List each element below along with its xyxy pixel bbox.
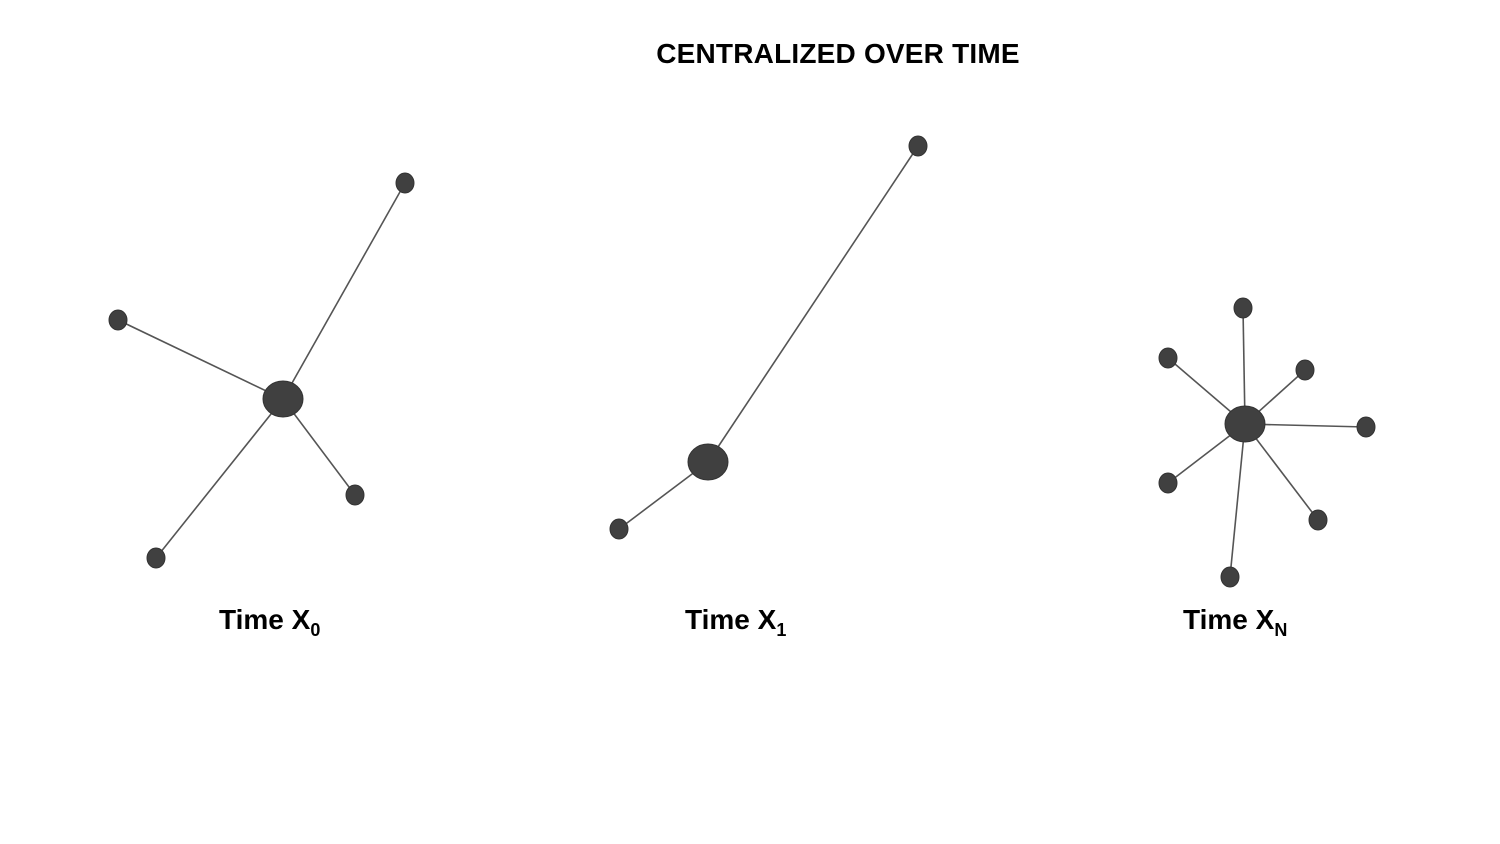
peripheral-node <box>1220 566 1240 588</box>
caption-subscript: N <box>1274 620 1288 640</box>
edge <box>1242 307 1246 425</box>
caption-time-x1: Time X1 <box>685 604 786 639</box>
peripheral-node <box>1308 509 1328 531</box>
caption-text: Time X <box>685 604 777 635</box>
edge <box>1244 423 1319 521</box>
peripheral-node <box>108 309 128 331</box>
central-node <box>1224 405 1266 443</box>
central-node <box>687 443 729 481</box>
central-node <box>262 380 304 418</box>
edge <box>282 398 356 496</box>
edge <box>155 398 284 559</box>
caption-text: Time X <box>219 604 311 635</box>
peripheral-node <box>1356 416 1376 438</box>
network-time-xn <box>1158 297 1376 588</box>
peripheral-node <box>395 172 415 194</box>
peripheral-node <box>609 518 629 540</box>
caption-time-x0: Time X0 <box>219 604 320 639</box>
peripheral-node <box>1233 297 1253 319</box>
edge <box>1229 423 1246 578</box>
peripheral-node <box>1295 359 1315 381</box>
peripheral-node <box>1158 347 1178 369</box>
caption-text: Time X <box>1183 604 1275 635</box>
network-time-x0 <box>108 172 415 569</box>
peripheral-node <box>146 547 166 569</box>
edge <box>707 145 919 463</box>
peripheral-node <box>1158 472 1178 494</box>
edge <box>117 319 284 400</box>
caption-subscript: 0 <box>310 620 321 640</box>
network-time-x1 <box>609 135 928 540</box>
peripheral-node <box>345 484 365 506</box>
caption-subscript: 1 <box>776 620 787 640</box>
caption-time-xn: Time XN <box>1183 604 1287 639</box>
peripheral-node <box>908 135 928 157</box>
diagram-title: CENTRALIZED OVER TIME <box>656 38 1020 69</box>
edge <box>282 182 406 400</box>
